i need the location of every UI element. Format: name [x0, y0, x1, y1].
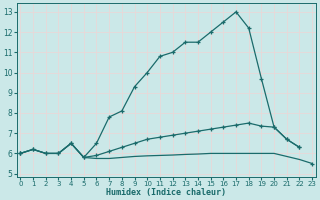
X-axis label: Humidex (Indice chaleur): Humidex (Indice chaleur) [106, 188, 226, 197]
